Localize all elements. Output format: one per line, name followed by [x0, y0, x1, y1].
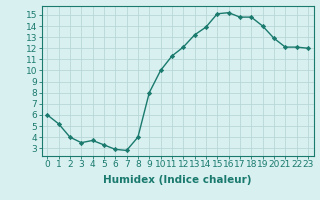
X-axis label: Humidex (Indice chaleur): Humidex (Indice chaleur): [103, 175, 252, 185]
